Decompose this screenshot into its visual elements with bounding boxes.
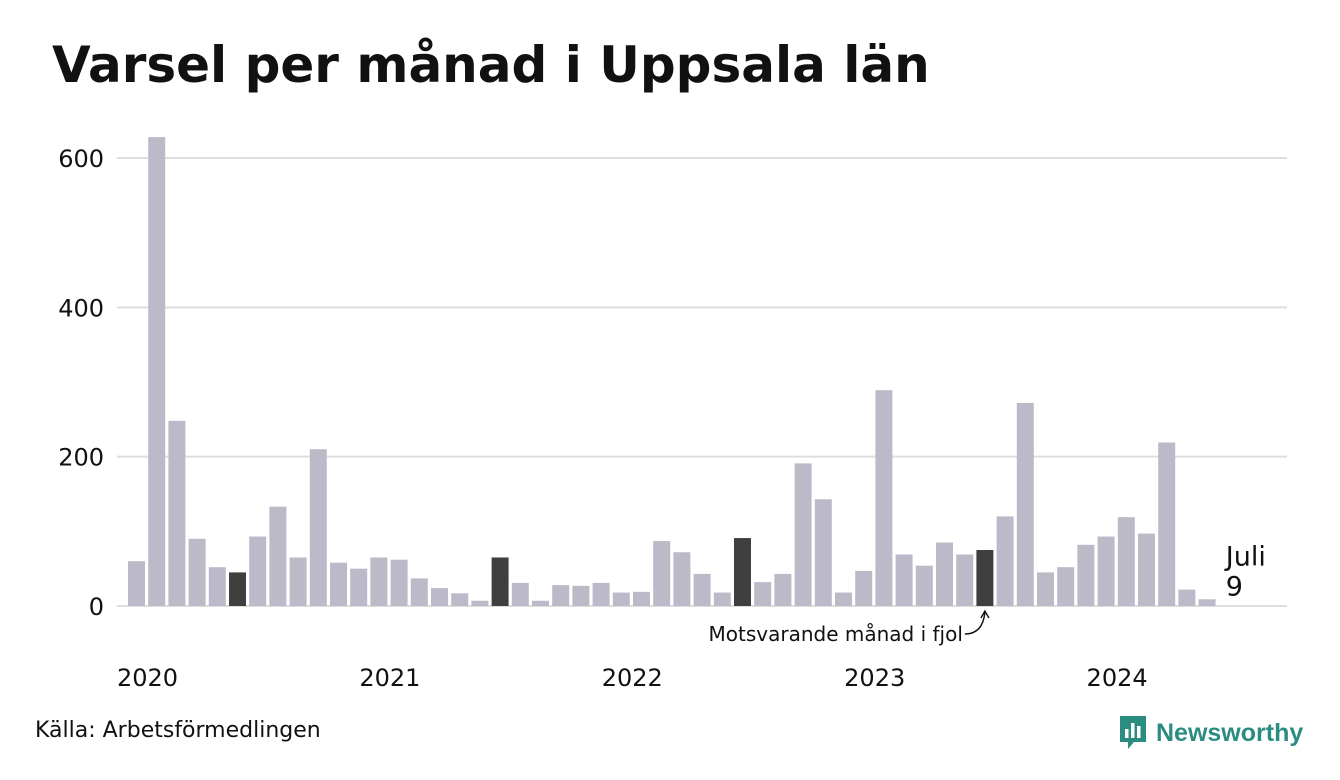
logo-text: Newsworthy xyxy=(1156,718,1304,747)
bar xyxy=(390,559,408,606)
bar xyxy=(1178,589,1196,606)
annotation-text: Motsvarande månad i fjol xyxy=(709,622,963,646)
bar xyxy=(269,506,287,606)
bar xyxy=(814,499,832,606)
bar xyxy=(532,600,549,606)
bar xyxy=(511,582,529,606)
bar xyxy=(188,538,206,606)
newsworthy-logo: Newsworthy xyxy=(1118,714,1303,752)
bar xyxy=(309,449,327,606)
annotation-arrow xyxy=(964,611,986,635)
y-tick-label: 200 xyxy=(58,444,104,472)
y-tick-label: 400 xyxy=(58,294,104,322)
bar xyxy=(1037,572,1054,606)
current-value-label: 9 xyxy=(1226,571,1243,602)
bar xyxy=(451,593,469,606)
x-tick-label: 2022 xyxy=(602,664,663,692)
bar xyxy=(249,536,267,606)
bar xyxy=(168,420,186,606)
bar xyxy=(835,592,852,606)
bar xyxy=(208,567,226,606)
x-tick-label: 2021 xyxy=(359,664,420,692)
chart-title: Varsel per månad i Uppsala län xyxy=(52,36,930,94)
bar xyxy=(754,582,772,606)
bar xyxy=(956,554,974,606)
bar xyxy=(229,572,246,606)
bar xyxy=(1077,544,1095,606)
bar xyxy=(996,516,1014,606)
bar xyxy=(1158,442,1176,606)
y-tick-label: 600 xyxy=(58,145,104,173)
bar xyxy=(1198,599,1216,606)
bar xyxy=(370,557,388,606)
bar xyxy=(128,561,145,606)
bar xyxy=(330,562,347,606)
bar xyxy=(552,585,570,606)
bar xyxy=(915,565,933,606)
bar xyxy=(895,554,913,606)
x-tick-label: 2023 xyxy=(844,664,905,692)
bar xyxy=(410,578,428,606)
bar xyxy=(633,591,650,606)
bar xyxy=(592,582,610,606)
bar xyxy=(1057,567,1075,606)
bar xyxy=(653,541,671,606)
bar xyxy=(976,550,994,606)
bar xyxy=(1138,533,1155,606)
y-tick-label: 0 xyxy=(89,593,104,621)
newsworthy-logo-icon xyxy=(1120,716,1146,749)
bar xyxy=(774,573,792,606)
bar xyxy=(1016,402,1034,606)
bar xyxy=(855,570,873,606)
bar xyxy=(350,568,368,606)
annotation-arrowhead xyxy=(980,609,990,619)
bar xyxy=(693,573,711,606)
bar xyxy=(572,585,590,606)
bar xyxy=(875,390,893,606)
bar xyxy=(936,542,953,606)
x-tick-label: 2024 xyxy=(1087,664,1148,692)
source-label: Källa: Arbetsförmedlingen xyxy=(35,718,321,743)
bar xyxy=(491,557,509,606)
current-month-label: Juli xyxy=(1224,541,1266,572)
bar xyxy=(431,588,448,606)
bar xyxy=(713,592,731,606)
bar xyxy=(1097,536,1115,606)
bar xyxy=(673,552,691,606)
bar xyxy=(734,538,751,606)
bar xyxy=(612,592,630,606)
bar xyxy=(1117,517,1135,606)
bar xyxy=(471,600,489,606)
bar xyxy=(148,137,166,607)
x-tick-label: 2020 xyxy=(117,664,178,692)
bar xyxy=(794,463,812,606)
bar xyxy=(289,557,307,606)
